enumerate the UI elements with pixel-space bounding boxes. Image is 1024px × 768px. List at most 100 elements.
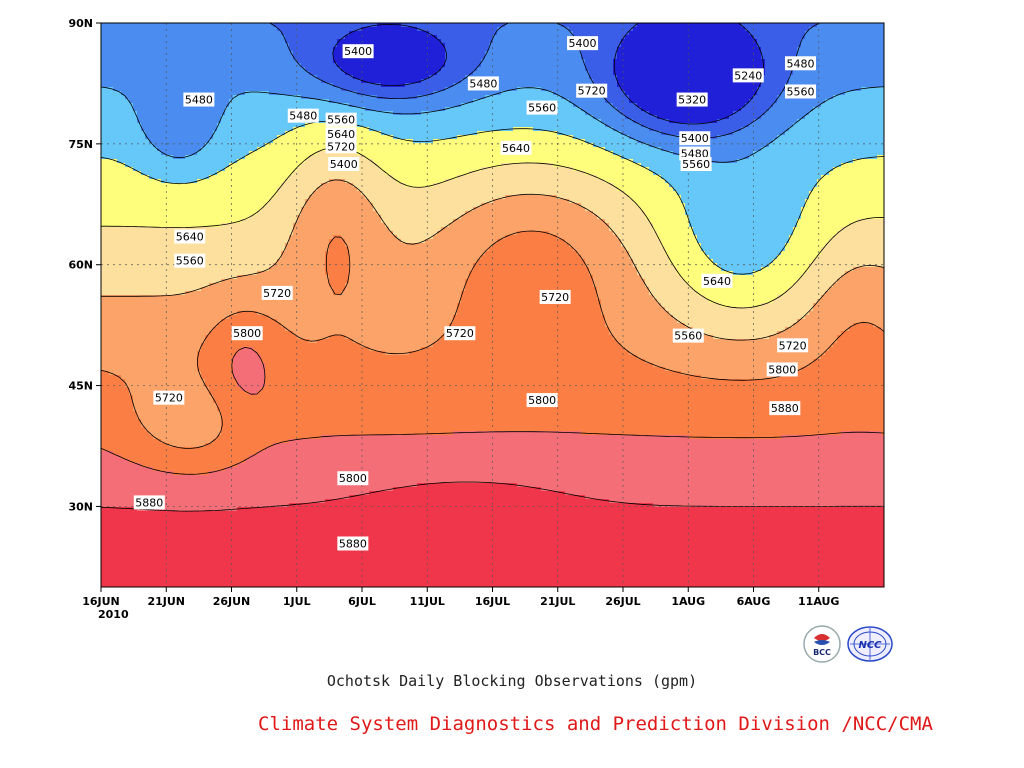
contour-cell — [125, 571, 130, 576]
contour-cell — [101, 227, 106, 232]
contour-cell — [113, 515, 118, 520]
contour-cell — [145, 243, 150, 248]
contour-cell — [141, 87, 146, 92]
contour-cell — [109, 535, 114, 540]
contour-cell — [109, 191, 114, 196]
contour-cell — [153, 543, 158, 548]
contour-cell — [133, 479, 138, 484]
contour-cell — [121, 123, 126, 128]
contour-cell — [105, 423, 110, 428]
contour-cell — [101, 131, 106, 136]
contour-cell — [109, 279, 114, 284]
contour-cell — [145, 299, 150, 304]
contour-cell — [133, 87, 138, 92]
contour-cell — [125, 563, 130, 568]
contour-cell — [109, 559, 114, 564]
contour-cell — [109, 303, 114, 308]
contour-cell — [125, 31, 130, 36]
contour-cell — [117, 43, 122, 48]
contour-cell — [117, 219, 122, 224]
contour-cell — [137, 543, 142, 548]
contour-cell — [121, 555, 126, 560]
contour-cell — [121, 395, 126, 400]
contour-cell — [109, 411, 114, 416]
contour-cell — [125, 347, 130, 352]
contour-cell — [105, 191, 110, 196]
contour-cell — [149, 419, 154, 424]
contour-cell — [101, 391, 106, 396]
contour-cell — [137, 467, 142, 472]
contour-cell — [101, 79, 106, 84]
contour-cell — [149, 471, 154, 476]
contour-cell — [133, 303, 138, 308]
contour-cell — [109, 71, 114, 76]
contour-cell — [109, 63, 114, 68]
contour-cell — [121, 223, 126, 228]
contour-cell — [129, 203, 134, 208]
contour-cell — [117, 255, 122, 260]
contour-cell — [137, 435, 142, 440]
contour-cell — [145, 27, 150, 32]
contour-cell — [141, 479, 146, 484]
contour-cell — [141, 443, 146, 448]
contour-cell — [129, 547, 134, 552]
contour-cell — [137, 147, 142, 152]
contour-cell — [101, 479, 106, 484]
contour-cell — [133, 359, 138, 364]
contour-cell — [149, 87, 154, 92]
contour-cell — [149, 179, 154, 184]
contour-cell — [149, 519, 154, 524]
contour-cell — [145, 579, 150, 584]
contour-cell — [133, 431, 138, 436]
contour-cell — [141, 451, 146, 456]
contour-cell — [125, 211, 130, 216]
contour-cell — [117, 135, 122, 140]
contour-cell — [149, 51, 154, 56]
contour-cell — [129, 151, 134, 156]
contour-cell — [149, 67, 154, 72]
contour-cell — [121, 339, 126, 344]
contour-cell — [113, 31, 118, 36]
contour-cell — [133, 391, 138, 396]
contour-cell — [145, 531, 150, 536]
contour-cell — [113, 463, 118, 468]
contour-cell — [121, 447, 126, 452]
contour-cell — [133, 483, 138, 488]
contour-cell — [145, 491, 150, 496]
contour-cell — [125, 67, 130, 72]
contour-cell — [101, 403, 106, 408]
contour-cell — [133, 179, 138, 184]
contour-cell — [117, 151, 122, 156]
contour-cell — [101, 259, 106, 264]
contour-cell — [105, 135, 110, 140]
contour-cell — [129, 91, 134, 96]
contour-cell — [129, 259, 134, 264]
contour-cell — [133, 227, 138, 232]
contour-cell — [117, 167, 122, 172]
contour-cell — [113, 551, 118, 556]
contour-cell — [145, 451, 150, 456]
contour-cell — [133, 387, 138, 392]
contour-cell — [145, 343, 150, 348]
contour-cell — [113, 107, 118, 112]
contour-cell — [141, 535, 146, 540]
contour-cell — [137, 159, 142, 164]
contour-cell — [141, 151, 146, 156]
contour-cell — [113, 167, 118, 172]
contour-cell — [121, 35, 126, 40]
contour-cell — [125, 183, 130, 188]
contour-cell — [113, 343, 118, 348]
contour-cell — [125, 295, 130, 300]
contour-cell — [101, 191, 106, 196]
contour-cell — [137, 567, 142, 572]
contour-cell — [109, 531, 114, 536]
contour-cell — [117, 231, 122, 236]
contour-cell — [125, 247, 130, 252]
contour-fills — [101, 23, 886, 588]
contour-cell — [105, 123, 110, 128]
contour-cell — [113, 267, 118, 272]
contour-cell — [129, 347, 134, 352]
contour-cell — [141, 359, 146, 364]
contour-cell — [121, 119, 126, 124]
contour-cell — [137, 275, 142, 280]
